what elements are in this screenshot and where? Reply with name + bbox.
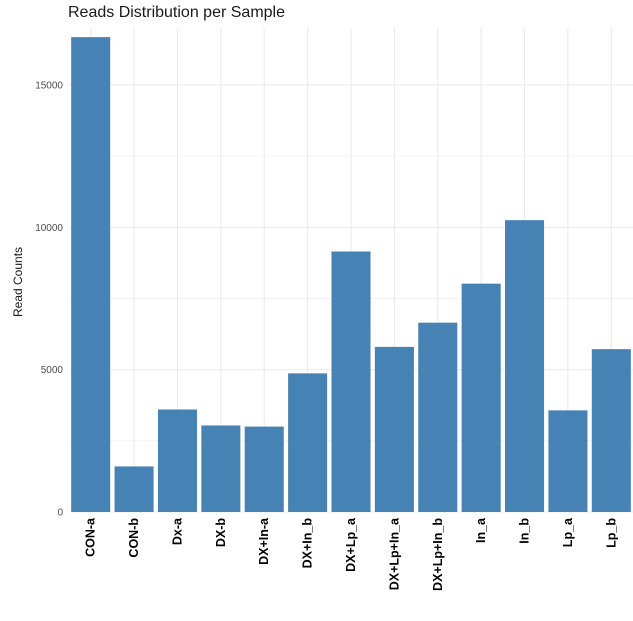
bar bbox=[71, 37, 111, 512]
bar bbox=[374, 346, 414, 512]
x-tick-label: CON-a bbox=[84, 517, 98, 557]
bar bbox=[548, 410, 588, 512]
x-tick-label: In_a bbox=[474, 517, 488, 543]
bar bbox=[201, 425, 241, 512]
x-tick-label: DX+Lp+In_b bbox=[431, 518, 445, 591]
x-tick-label: Lp_a bbox=[561, 517, 575, 547]
bar bbox=[114, 466, 154, 512]
x-tick-label: CON-b bbox=[127, 518, 141, 558]
bar bbox=[418, 322, 458, 512]
x-tick-label: DX+Lp_a bbox=[344, 517, 358, 572]
bar bbox=[157, 409, 197, 512]
x-tick-label: In_b bbox=[518, 518, 532, 544]
bar bbox=[288, 373, 328, 512]
y-tick-labels: 0 5000 10000 15000 bbox=[35, 80, 63, 518]
x-tick-label: DX+Lp+In_a bbox=[387, 517, 401, 590]
bar bbox=[244, 426, 284, 512]
y-axis-label: Read Counts bbox=[11, 247, 25, 317]
x-tick-label: Dx-a bbox=[170, 517, 184, 545]
x-tick-label: Lp_b bbox=[604, 518, 618, 548]
x-tick-label: DX+In-a bbox=[257, 517, 271, 565]
y-tick-label: 5000 bbox=[41, 365, 64, 376]
x-tick-label: DX+In_b bbox=[301, 518, 315, 569]
x-tick-labels: CON-a CON-b Dx-a DX-b DX+In-a DX+In_b DX+Lp_a D… bbox=[84, 517, 619, 591]
x-tick-label: DX-b bbox=[214, 518, 228, 548]
bar bbox=[591, 349, 631, 512]
bar bbox=[505, 220, 545, 513]
bars-layer bbox=[71, 37, 631, 513]
bar bbox=[331, 251, 371, 512]
bar bbox=[461, 283, 501, 512]
chart-title: Reads Distribution per Sample bbox=[68, 4, 285, 21]
y-tick-label: 10000 bbox=[35, 223, 63, 234]
y-tick-label: 15000 bbox=[35, 80, 63, 91]
y-tick-label: 0 bbox=[57, 508, 63, 519]
